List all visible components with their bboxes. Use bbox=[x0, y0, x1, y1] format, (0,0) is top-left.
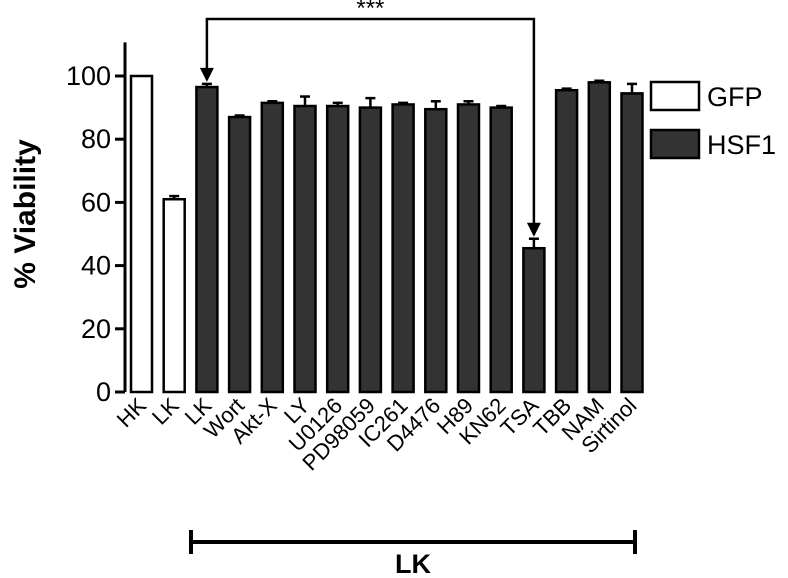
bar bbox=[587, 81, 612, 394]
bar bbox=[260, 101, 285, 394]
bar bbox=[358, 106, 383, 394]
legend-swatch bbox=[649, 80, 701, 112]
bar bbox=[620, 92, 644, 394]
bar bbox=[456, 103, 481, 394]
legend: GFP HSF1 bbox=[649, 80, 776, 160]
y-tick-label: 40 bbox=[81, 251, 111, 281]
legend-label: HSF1 bbox=[707, 130, 776, 160]
y-axis: 0 20 40 60 80 100 bbox=[66, 42, 127, 407]
bar bbox=[489, 106, 513, 394]
bar bbox=[129, 74, 154, 394]
bar bbox=[293, 104, 317, 394]
significance-label: *** bbox=[356, 0, 384, 22]
bar bbox=[522, 246, 546, 394]
bars bbox=[129, 74, 644, 394]
group-bracket-label: LK bbox=[395, 549, 431, 578]
legend-label: GFP bbox=[707, 82, 763, 112]
bar bbox=[554, 88, 579, 394]
bar bbox=[325, 104, 350, 394]
x-axis-labels: HKLKLKWortAkt-XLYU0126PD98059IC261D4476H… bbox=[112, 393, 642, 476]
bar bbox=[195, 85, 219, 394]
legend-swatch bbox=[649, 128, 701, 160]
y-tick-label: 80 bbox=[81, 124, 111, 154]
significance-arrow-left bbox=[199, 67, 214, 82]
y-tick-label: 60 bbox=[81, 187, 111, 217]
y-tick-label: 20 bbox=[81, 314, 111, 344]
x-tick-label: LK bbox=[147, 393, 184, 430]
bar bbox=[162, 197, 186, 394]
bar bbox=[227, 115, 252, 394]
y-axis-title: % Viability bbox=[9, 139, 42, 289]
x-tick-label: HK bbox=[112, 393, 152, 433]
y-tick-label: 0 bbox=[96, 377, 111, 407]
bar bbox=[391, 103, 415, 394]
significance-arrow-right bbox=[526, 222, 541, 237]
significance-bracket bbox=[205, 17, 536, 235]
bar bbox=[424, 107, 448, 394]
annotations: *** LK bbox=[189, 0, 637, 578]
y-tick-label: 100 bbox=[66, 61, 111, 91]
